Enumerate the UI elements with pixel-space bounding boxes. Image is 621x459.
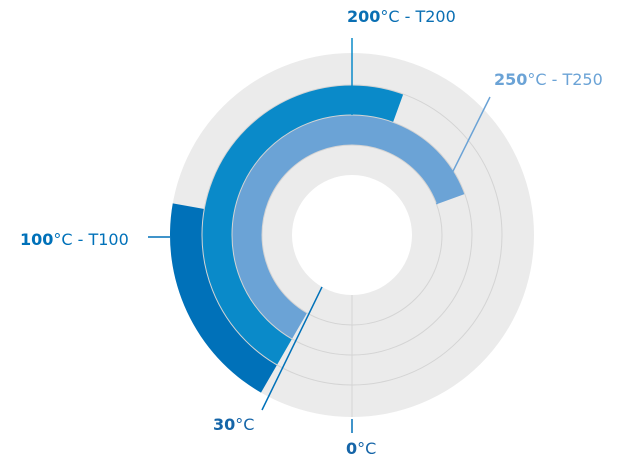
label-100: 100°C - T100 (20, 230, 129, 249)
label-30: 30°C (213, 415, 254, 434)
label-0-unit: °C (357, 439, 376, 458)
label-250-suffix: - T250 (552, 70, 603, 89)
label-250-value: 250 (494, 70, 527, 89)
label-200-value: 200 (347, 7, 380, 26)
label-30-unit: °C (235, 415, 254, 434)
label-30-value: 30 (213, 415, 235, 434)
label-200-unit: °C (380, 7, 399, 26)
label-100-value: 100 (20, 230, 53, 249)
leader-30 (261, 286, 323, 411)
label-250: 250°C - T250 (494, 70, 603, 89)
leader-250 (435, 96, 491, 205)
label-100-suffix: - T100 (78, 230, 129, 249)
label-100-unit: °C (53, 230, 72, 249)
label-0-value: 0 (346, 439, 357, 458)
label-200-suffix: - T200 (405, 7, 456, 26)
label-leaders (148, 38, 491, 433)
label-200: 200°C - T200 (347, 7, 456, 26)
label-0: 0°C (346, 439, 376, 458)
label-250-unit: °C (527, 70, 546, 89)
bar-t200 (202, 85, 404, 365)
